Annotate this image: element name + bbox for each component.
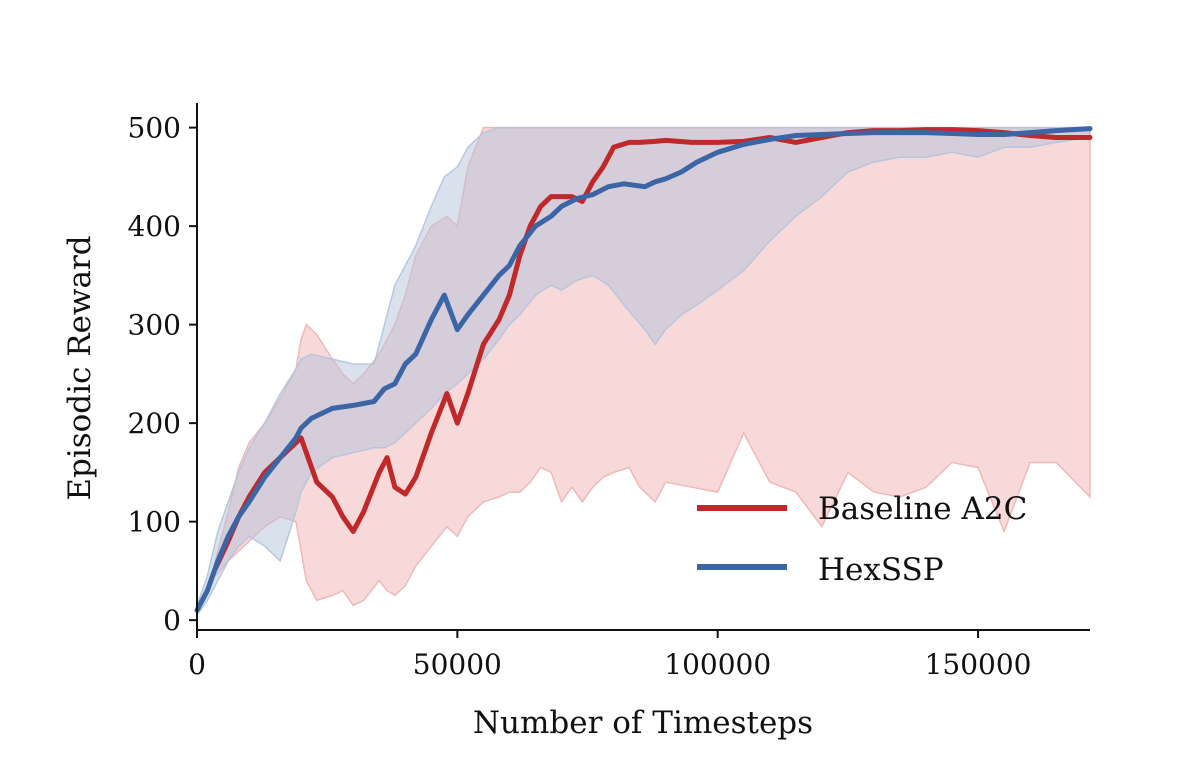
x-tick-label: 0 [188, 648, 206, 681]
y-ticks: 0 100 200 300 400 500 [128, 112, 197, 637]
x-axis-title: Number of Timesteps [473, 705, 813, 741]
y-tick-label: 200 [128, 407, 181, 440]
legend-label-hexssp: HexSSP [818, 552, 944, 588]
x-tick-label: 100000 [664, 648, 771, 681]
y-tick-label: 300 [128, 309, 181, 342]
y-tick-label: 400 [128, 210, 181, 243]
y-tick-label: 0 [163, 604, 181, 637]
x-ticks: 0 50000 100000 150000 [188, 630, 1031, 681]
y-tick-label: 100 [128, 506, 181, 539]
axes [196, 103, 1090, 631]
line-hexssp [194, 126, 1093, 613]
series-lines [194, 126, 1093, 613]
legend-label-baseline-a2c: Baseline A2C [818, 491, 1027, 527]
y-axis-title: Episodic Reward [62, 235, 98, 500]
y-tick-label: 500 [128, 112, 181, 145]
confidence-bands [196, 126, 1091, 618]
x-tick-label: 50000 [413, 648, 502, 681]
x-tick-label: 150000 [925, 648, 1032, 681]
legend: Baseline A2C HexSSP [697, 491, 1027, 588]
